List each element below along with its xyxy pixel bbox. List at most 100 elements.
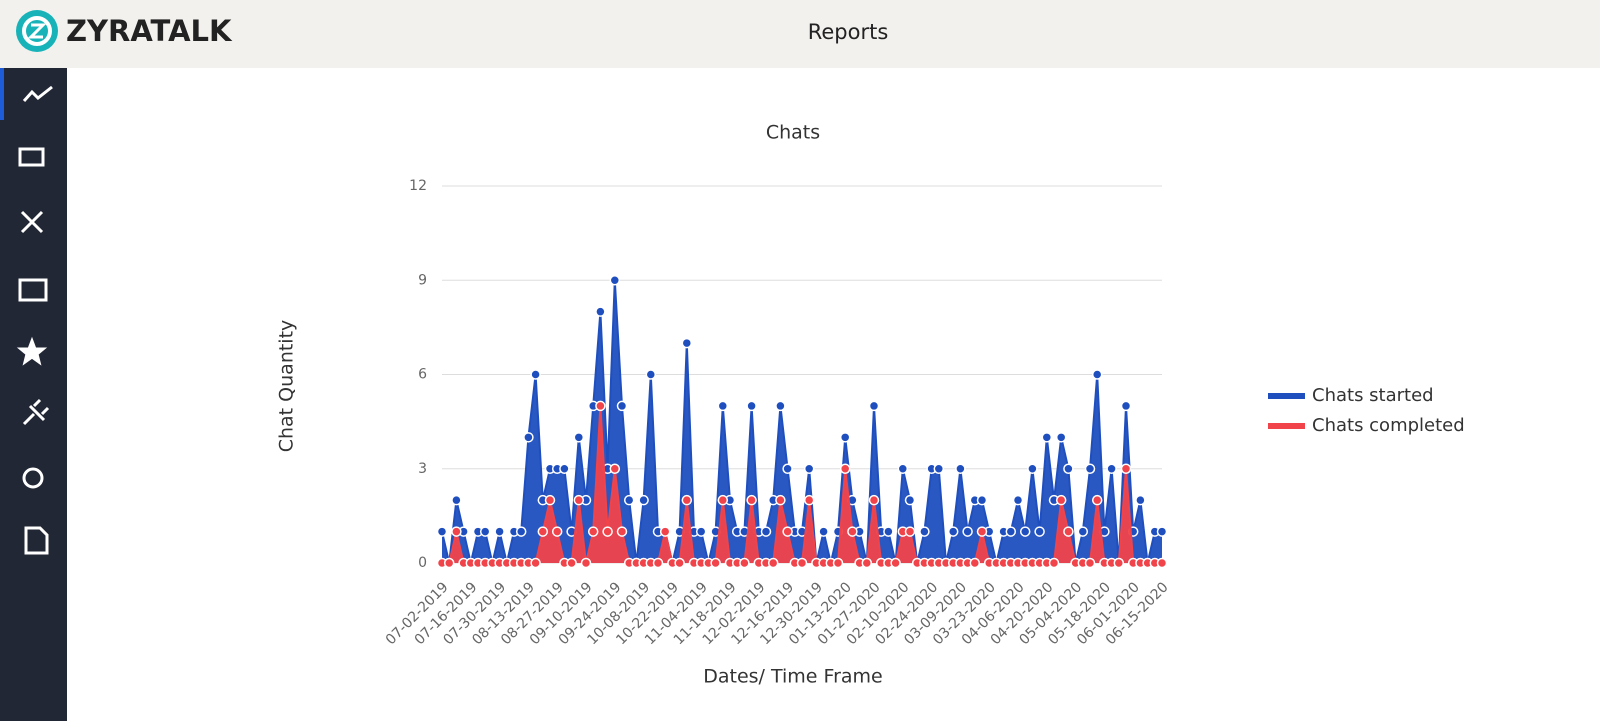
data-point <box>1084 463 1096 474</box>
data-point <box>904 526 916 537</box>
data-point <box>890 557 901 569</box>
y-tick-label: 3 <box>418 461 427 477</box>
logo[interactable] <box>16 10 58 52</box>
data-point <box>962 526 973 537</box>
data-point <box>479 526 491 537</box>
data-point <box>947 526 959 537</box>
data-point <box>904 494 916 506</box>
data-point <box>782 463 793 474</box>
data-point <box>976 494 988 506</box>
nav-list[interactable] <box>18 147 45 167</box>
data-point <box>1048 557 1060 569</box>
y-tick-label: 12 <box>409 178 427 194</box>
y-tick-label: 6 <box>418 367 427 383</box>
data-point <box>566 557 577 569</box>
data-point <box>659 526 671 537</box>
y-tick-label: 9 <box>418 272 427 288</box>
data-point <box>746 494 757 506</box>
data-point <box>897 463 909 474</box>
data-point <box>1055 494 1067 506</box>
data-point <box>573 432 585 443</box>
y-axis-title: Chat Quantity <box>276 320 298 453</box>
data-point <box>1120 400 1132 412</box>
data-point <box>1113 557 1125 569</box>
data-point <box>645 369 657 380</box>
data-point <box>782 526 793 537</box>
nav-board[interactable] <box>18 278 48 302</box>
data-point <box>695 526 707 537</box>
data-point <box>1156 557 1168 569</box>
data-point <box>652 557 664 569</box>
data-point <box>976 526 988 537</box>
data-point <box>883 526 894 537</box>
data-point <box>609 463 621 474</box>
data-point <box>746 400 757 412</box>
data-point <box>595 400 606 412</box>
data-point <box>1091 494 1103 506</box>
data-point <box>1041 432 1053 443</box>
data-point <box>602 526 613 537</box>
y-tick-label: 0 <box>418 555 427 571</box>
data-point <box>616 400 628 412</box>
brand: ZYRATALK <box>66 14 233 48</box>
data-point <box>839 463 851 474</box>
data-point <box>494 526 505 537</box>
data-point <box>717 400 729 412</box>
data-point <box>847 526 858 537</box>
active-indicator <box>0 68 4 120</box>
data-point <box>638 494 649 506</box>
data-point <box>767 557 779 569</box>
header-bar <box>0 0 1600 68</box>
nav-star[interactable] <box>16 336 48 366</box>
data-point <box>1077 526 1089 537</box>
data-point <box>955 463 966 474</box>
data-point <box>775 494 786 506</box>
sidebar <box>0 68 67 721</box>
nav-settings[interactable] <box>22 467 44 489</box>
data-point <box>609 275 621 286</box>
data-point <box>1012 494 1024 506</box>
data-point <box>1034 526 1045 537</box>
data-point <box>818 526 829 537</box>
data-point <box>616 526 628 537</box>
data-point <box>1091 369 1103 380</box>
data-point <box>803 463 815 474</box>
legend-swatch <box>1268 393 1305 399</box>
series-area <box>442 280 1162 563</box>
data-point <box>559 463 570 474</box>
data-point <box>674 557 685 569</box>
data-point <box>1084 557 1096 569</box>
data-point <box>443 557 455 569</box>
nav-expand[interactable] <box>20 210 44 234</box>
nav-document[interactable] <box>24 526 49 555</box>
legend-label: Chats completed <box>1312 415 1465 436</box>
data-point <box>595 306 606 317</box>
data-point <box>681 494 693 506</box>
data-point <box>537 526 549 537</box>
data-point <box>832 557 844 569</box>
data-point <box>803 494 815 506</box>
nav-plug[interactable] <box>22 398 50 426</box>
nav-reports[interactable] <box>22 85 53 102</box>
data-point <box>868 400 880 412</box>
data-point <box>796 557 808 569</box>
data-point <box>530 557 541 569</box>
data-point <box>573 494 585 506</box>
data-point <box>451 526 462 537</box>
data-point <box>1106 463 1117 474</box>
data-point <box>969 557 981 569</box>
data-point <box>775 400 786 412</box>
data-point <box>515 526 527 537</box>
data-point <box>717 494 729 506</box>
data-point <box>1019 526 1031 537</box>
data-point <box>523 432 534 443</box>
data-point <box>1063 526 1074 537</box>
data-point <box>933 463 945 474</box>
data-point <box>1005 526 1017 537</box>
data-point <box>681 337 693 349</box>
data-point <box>1063 463 1074 474</box>
data-point <box>623 494 635 506</box>
data-point <box>710 557 721 569</box>
data-point <box>919 526 930 537</box>
